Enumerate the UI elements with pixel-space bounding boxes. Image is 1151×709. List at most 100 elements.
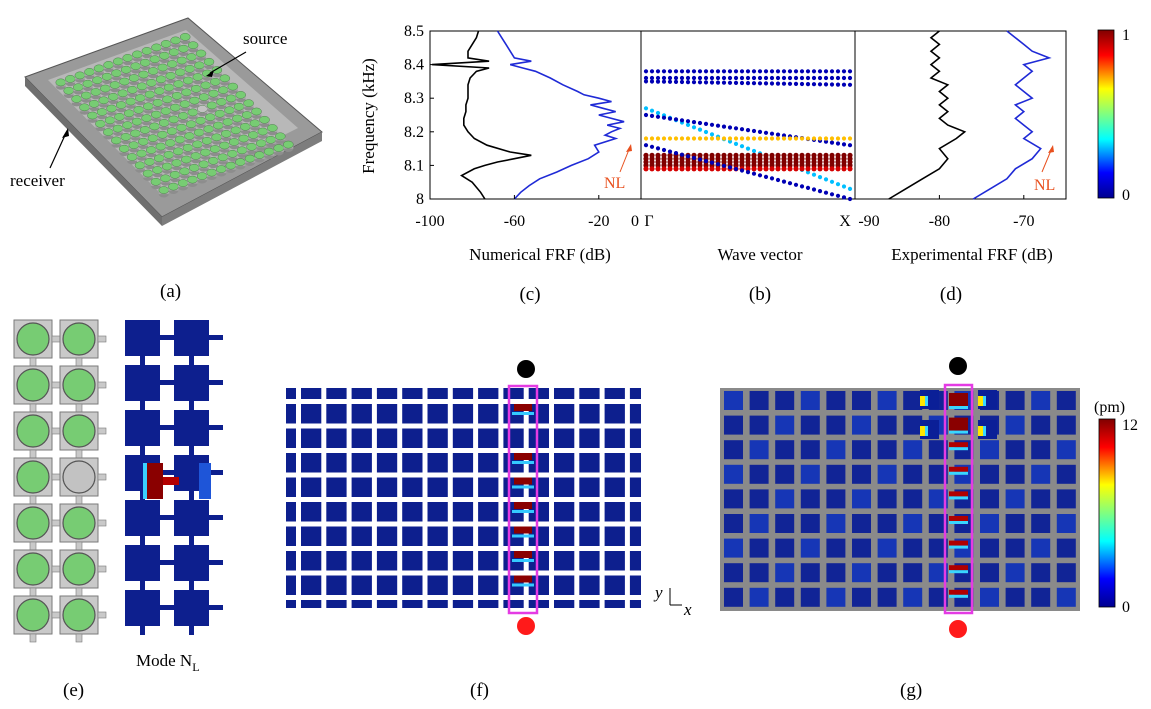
band-point: [787, 136, 793, 141]
resonator-cap: [169, 170, 181, 179]
band-point: [769, 166, 775, 172]
unit-cell-resonator: [16, 322, 50, 356]
band-point: [685, 80, 691, 85]
mode-link: [140, 491, 145, 500]
resonator-cap: [128, 141, 140, 149]
grid-gap-horizontal: [286, 570, 641, 576]
resonator-cap: [222, 118, 234, 126]
band-point: [667, 166, 673, 172]
field-g-cell: [1056, 489, 1076, 509]
band-point: [709, 136, 715, 141]
resonator-cap: [170, 36, 181, 45]
mode-link: [160, 335, 174, 340]
band-point: [685, 75, 691, 81]
resonator-cap: [158, 119, 170, 127]
axis-x-label: x: [683, 600, 692, 619]
field-g-hotspot: [949, 442, 968, 448]
band-point: [841, 75, 847, 81]
band-point: [787, 69, 793, 74]
unit-cell-resonator: [16, 598, 50, 632]
band-point: [781, 133, 787, 138]
resonator-cap: [225, 161, 237, 170]
band-point: [661, 136, 667, 141]
band-point: [769, 81, 775, 86]
band-point: [745, 136, 751, 141]
resonator-cap: [170, 103, 181, 112]
band-point: [721, 80, 727, 85]
field-g-cell: [1031, 563, 1051, 583]
field-g-localized-mode: [920, 390, 997, 598]
field-g-cell: [980, 538, 999, 558]
mode-hotspot: [147, 463, 163, 499]
resonator-cap: [176, 56, 188, 65]
band-point: [763, 75, 769, 81]
resonator-cap: [259, 116, 270, 124]
field-g-side-hotspot: [920, 426, 925, 436]
resonator-cap: [168, 48, 180, 57]
field-g-cell: [1005, 538, 1025, 558]
field-g-cell: [800, 587, 820, 607]
xtick-label-d: -70: [1013, 213, 1034, 230]
resonator-cap: [208, 89, 219, 98]
resonator-cap: [119, 77, 130, 86]
band-point: [847, 166, 853, 172]
resonator-cap: [73, 83, 84, 91]
band-point: [661, 166, 667, 172]
resonator-cap: [101, 72, 113, 81]
field-g-cell: [724, 489, 743, 509]
resonator-cap: [141, 114, 152, 122]
band-point: [751, 69, 757, 74]
unit-cell-resonator: [16, 414, 50, 448]
field-g-cell: [1031, 514, 1051, 533]
mode-cell: [174, 320, 209, 356]
field-g-cell: [1005, 440, 1025, 460]
field-f-localized-mode: [512, 404, 534, 587]
field-g-cell: [724, 415, 743, 435]
band-point: [697, 157, 703, 162]
band-point: [817, 166, 823, 172]
field-g-cell: [928, 563, 948, 583]
resonator-cap: [228, 138, 240, 146]
unit-cell-link: [29, 449, 37, 459]
mode-link: [209, 380, 223, 385]
resonator-cap: [118, 144, 130, 153]
band-point: [829, 140, 835, 145]
mode-link: [160, 470, 174, 475]
band-point: [655, 166, 661, 172]
field-g-cell: [903, 563, 923, 583]
unit-cell-link: [51, 427, 61, 435]
receiver-marker-f: [517, 617, 535, 635]
numerical-frf-series: [432, 30, 532, 200]
mode-cell: [125, 365, 160, 401]
resonator-cap: [217, 86, 229, 94]
grid-gap-horizontal: [286, 448, 641, 453]
resonator-cap: [235, 158, 246, 166]
unit-cell-link: [75, 633, 83, 643]
resonator-cap: [194, 61, 205, 70]
band-point: [733, 75, 739, 81]
resonator-cap: [232, 114, 243, 123]
field-g-side-hotspot: [978, 396, 983, 406]
band-point: [685, 119, 691, 124]
resonator-cap: [182, 76, 194, 85]
band-point: [769, 69, 775, 74]
band-point: [739, 75, 745, 81]
resonator-cap: [146, 79, 157, 87]
field-g-cell: [1005, 587, 1025, 607]
resonator-cap: [240, 123, 251, 131]
resonator-cap: [90, 88, 102, 96]
band-point: [697, 120, 703, 126]
resonator-cap: [195, 116, 206, 125]
band-point: [745, 69, 751, 74]
band-point: [679, 136, 685, 141]
field-f-hotspot-glow: [512, 412, 534, 415]
resonator-cap: [74, 71, 86, 80]
field-g-cell: [877, 538, 897, 558]
band-point: [661, 75, 667, 81]
field-g-cell: [877, 514, 897, 533]
band-point: [757, 69, 763, 74]
band-point: [703, 69, 709, 74]
band-point: [661, 115, 667, 120]
band-point: [841, 166, 847, 172]
